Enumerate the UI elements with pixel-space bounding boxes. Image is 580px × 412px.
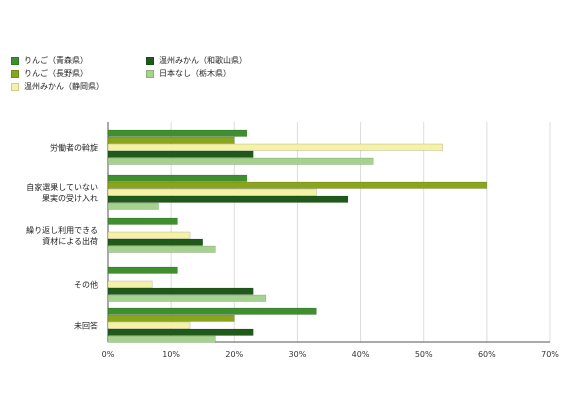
- legend-label: りんご（長野県）: [24, 69, 88, 78]
- legend-label: 温州みかん（和歌山県）: [159, 56, 247, 65]
- x-tick-label: 20%: [225, 350, 243, 359]
- x-tick-label: 40%: [352, 350, 370, 359]
- bar-3-4: [107, 294, 267, 302]
- bar-1-0: [107, 174, 248, 182]
- x-tick-label: 50%: [415, 350, 433, 359]
- bar-0-4: [107, 157, 374, 165]
- bar-2-3: [107, 238, 203, 246]
- legend-swatch: [11, 83, 19, 91]
- legend-swatch: [11, 70, 19, 78]
- bar-4-3: [107, 328, 254, 336]
- category-label: 自家選果していない果実の受け入れ: [26, 182, 98, 203]
- bar-0-1: [107, 136, 235, 144]
- legend-swatch: [11, 57, 19, 65]
- bar-2-2: [107, 231, 191, 239]
- bar-0-2: [107, 143, 443, 151]
- x-tick-label: 60%: [478, 350, 496, 359]
- bar-1-2: [107, 188, 317, 196]
- legend-item: 温州みかん（静岡県）: [11, 82, 104, 92]
- bar-1-3: [107, 195, 349, 203]
- legend-item: りんご（長野県）: [11, 69, 88, 79]
- legend-swatch: [146, 57, 154, 65]
- category-label: その他: [74, 280, 98, 290]
- legend-item: 温州みかん（和歌山県）: [146, 56, 247, 66]
- bar-1-1: [107, 181, 488, 189]
- bar-3-3: [107, 287, 254, 295]
- bar-3-2: [107, 280, 153, 288]
- bar-3-0: [107, 266, 178, 274]
- legend-label: 日本なし（栃木県）: [159, 69, 231, 78]
- bar-0-3: [107, 150, 254, 158]
- legend-swatch: [146, 70, 154, 78]
- chart-legend: りんご（青森県） 温州みかん（和歌山県） りんご（長野県） 日本なし（栃木県） 温州みか…: [11, 56, 271, 102]
- legend-item: 日本なし（栃木県）: [146, 69, 231, 79]
- category-label: 繰り返し利用できる資材による出荷: [26, 225, 98, 246]
- x-tick-label: 30%: [289, 350, 307, 359]
- x-tick-label: 0%: [102, 350, 115, 359]
- x-tick-label: 10%: [162, 350, 180, 359]
- legend-label: 温州みかん（静岡県）: [24, 82, 104, 91]
- bar-4-2: [107, 321, 191, 329]
- bar-1-4: [107, 202, 159, 210]
- bar-2-4: [107, 245, 216, 253]
- category-label: 労働者の斡旋: [50, 143, 98, 153]
- bar-4-4: [107, 335, 216, 343]
- x-tick-label: 70%: [541, 350, 559, 359]
- bar-4-1: [107, 314, 235, 322]
- legend-item: りんご（青森県）: [11, 56, 88, 66]
- bar-4-0: [107, 307, 317, 315]
- legend-label: りんご（青森県）: [24, 56, 88, 65]
- bar-0-0: [107, 129, 248, 137]
- category-label: 未回答: [74, 321, 98, 331]
- bar-2-0: [107, 217, 178, 225]
